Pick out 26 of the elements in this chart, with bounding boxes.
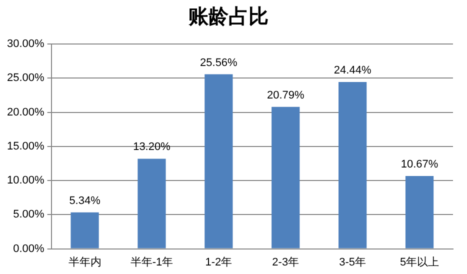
x-tick-label: 2-3年 [272, 256, 300, 268]
bar [405, 176, 434, 248]
data-label: 20.79% [266, 89, 304, 102]
data-label: 13.20% [133, 141, 171, 154]
data-label: 5.34% [69, 194, 101, 207]
y-tick-label: 20.00% [6, 106, 45, 118]
bar [138, 158, 166, 248]
y-tick-label: 0.00% [13, 242, 45, 255]
bar [338, 82, 367, 248]
y-tick-label: 30.00% [6, 38, 45, 50]
y-tick-label: 15.00% [6, 140, 45, 152]
y-tick-label: 5.00% [13, 208, 45, 221]
x-tick-label: 5年以上 [400, 255, 440, 268]
x-tick-label: 3-5年 [339, 256, 366, 268]
bar [272, 106, 300, 248]
x-tick-label: 1-2年 [205, 256, 232, 268]
data-label: 24.44% [334, 64, 372, 76]
bar [70, 212, 99, 248]
y-tick-label: 25.00% [6, 72, 45, 84]
y-tick-label: 10.00% [6, 174, 45, 187]
bar [204, 74, 233, 248]
data-label: 25.56% [200, 56, 238, 69]
x-tick-label: 半年内 [68, 255, 102, 268]
x-tick-label: 半年-1年 [130, 255, 174, 268]
chart-title: 账龄占比 [188, 4, 268, 28]
data-label: 10.67% [400, 158, 438, 170]
